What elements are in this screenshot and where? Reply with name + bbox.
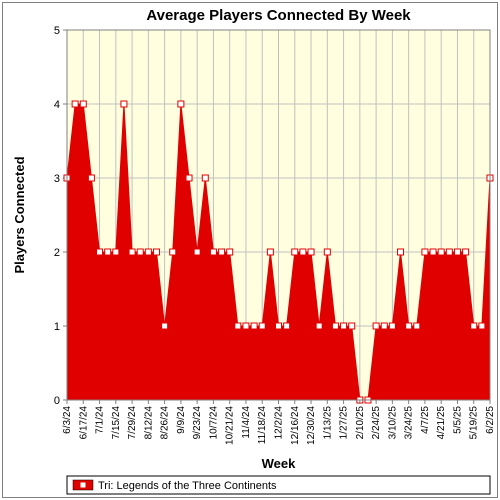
x-tick-label: 3/10/25 bbox=[387, 406, 398, 440]
data-marker bbox=[105, 249, 111, 255]
x-tick-label: 1/13/25 bbox=[322, 406, 333, 440]
data-marker bbox=[454, 249, 460, 255]
data-marker bbox=[430, 249, 436, 255]
data-marker bbox=[153, 249, 159, 255]
data-marker bbox=[129, 249, 135, 255]
x-tick-label: 12/30/24 bbox=[306, 406, 317, 445]
data-marker bbox=[276, 323, 282, 329]
data-marker bbox=[398, 249, 404, 255]
y-axis-label: Players Connected bbox=[12, 156, 27, 273]
data-marker bbox=[170, 249, 176, 255]
x-tick-label: 2/24/25 bbox=[371, 406, 382, 440]
x-tick-label: 8/26/24 bbox=[160, 406, 171, 440]
data-marker bbox=[373, 323, 379, 329]
data-marker bbox=[202, 175, 208, 181]
data-marker bbox=[406, 323, 412, 329]
x-tick-label: 3/24/25 bbox=[404, 406, 415, 440]
data-marker bbox=[300, 249, 306, 255]
data-marker bbox=[292, 249, 298, 255]
data-marker bbox=[162, 323, 168, 329]
x-tick-label: 4/21/25 bbox=[436, 406, 447, 440]
data-marker bbox=[235, 323, 241, 329]
data-marker bbox=[72, 101, 78, 107]
data-marker bbox=[308, 249, 314, 255]
data-marker bbox=[227, 249, 233, 255]
x-tick-label: 12/2/24 bbox=[274, 406, 285, 440]
data-marker bbox=[422, 249, 428, 255]
x-tick-label: 4/7/25 bbox=[420, 406, 431, 434]
x-tick-label: 6/3/24 bbox=[62, 406, 73, 434]
x-tick-label: 9/23/24 bbox=[192, 406, 203, 440]
data-marker bbox=[145, 249, 151, 255]
data-marker bbox=[80, 101, 86, 107]
data-marker bbox=[479, 323, 485, 329]
y-tick-label: 0 bbox=[54, 395, 60, 407]
data-marker bbox=[194, 249, 200, 255]
x-tick-label: 7/29/24 bbox=[127, 406, 138, 440]
chart-title: Average Players Connected By Week bbox=[146, 7, 411, 24]
x-tick-label: 11/18/24 bbox=[257, 406, 268, 445]
x-tick-label: 5/19/25 bbox=[469, 406, 480, 440]
data-marker bbox=[267, 249, 273, 255]
x-tick-label: 7/1/24 bbox=[95, 406, 106, 434]
data-marker bbox=[463, 249, 469, 255]
data-marker bbox=[324, 249, 330, 255]
data-marker bbox=[389, 323, 395, 329]
data-marker bbox=[438, 249, 444, 255]
data-marker bbox=[251, 323, 257, 329]
data-marker bbox=[210, 249, 216, 255]
x-tick-label: 6/2/25 bbox=[485, 406, 496, 434]
y-tick-label: 5 bbox=[54, 25, 60, 37]
data-marker bbox=[349, 323, 355, 329]
x-axis-label: Week bbox=[262, 456, 296, 471]
x-tick-label: 11/4/24 bbox=[241, 406, 252, 439]
x-tick-label: 6/17/24 bbox=[78, 406, 89, 440]
x-tick-label: 5/5/25 bbox=[452, 406, 463, 434]
data-marker bbox=[381, 323, 387, 329]
data-marker bbox=[186, 175, 192, 181]
data-marker bbox=[259, 323, 265, 329]
data-marker bbox=[113, 249, 119, 255]
chart-container: 0 1 2 3 4 5 6/3/24 6/17/24 7/1/24 7/15/24 7/29/24 8… bbox=[0, 0, 500, 500]
data-marker bbox=[178, 101, 184, 107]
data-marker bbox=[414, 323, 420, 329]
data-marker bbox=[88, 175, 94, 181]
x-tick-label: 9/9/24 bbox=[176, 406, 187, 434]
y-tick-label: 1 bbox=[54, 321, 60, 333]
chart-svg: 0 1 2 3 4 5 6/3/24 6/17/24 7/1/24 7/15/24 7/29/24 8… bbox=[0, 0, 500, 500]
x-tick-label: 8/12/24 bbox=[143, 406, 154, 440]
data-marker bbox=[446, 249, 452, 255]
x-tick-label: 1/27/25 bbox=[339, 406, 350, 440]
x-tick-label: 10/7/24 bbox=[208, 406, 219, 440]
y-tick-label: 3 bbox=[54, 173, 60, 185]
data-marker bbox=[219, 249, 225, 255]
y-tick-label: 2 bbox=[54, 247, 60, 259]
x-tick-label: 10/21/24 bbox=[225, 406, 236, 445]
data-marker bbox=[471, 323, 477, 329]
data-marker bbox=[341, 323, 347, 329]
x-tick-label: 12/16/24 bbox=[290, 406, 301, 445]
x-tick-label: 2/10/25 bbox=[355, 406, 366, 440]
data-marker bbox=[137, 249, 143, 255]
data-marker bbox=[284, 323, 290, 329]
data-marker bbox=[243, 323, 249, 329]
legend-label: Tri: Legends of the Three Continents bbox=[98, 480, 277, 492]
data-marker bbox=[316, 323, 322, 329]
data-marker bbox=[332, 323, 338, 329]
y-tick-label: 4 bbox=[54, 99, 60, 111]
data-marker bbox=[97, 249, 103, 255]
x-tick-label: 7/15/24 bbox=[111, 406, 122, 440]
data-marker bbox=[121, 101, 127, 107]
